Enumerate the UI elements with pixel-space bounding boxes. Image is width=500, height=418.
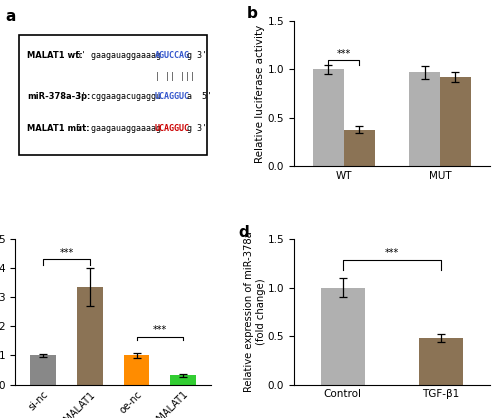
Text: ***: *** — [60, 248, 74, 258]
Text: d: d — [239, 224, 250, 240]
Bar — [320, 288, 365, 385]
Bar — [30, 355, 56, 385]
Text: MALAT1 mut:: MALAT1 mut: — [27, 124, 90, 133]
Text: miR-378a-3p:: miR-378a-3p: — [27, 92, 90, 101]
Text: ***: *** — [384, 248, 399, 258]
Bar — [19, 36, 208, 155]
Bar — [344, 130, 374, 166]
Bar — [170, 375, 196, 385]
Bar — [440, 77, 471, 166]
Bar — [124, 355, 150, 385]
Text: AGUCCAG: AGUCCAG — [154, 51, 190, 60]
Text: MALAT1 wt:: MALAT1 wt: — [27, 51, 82, 60]
Bar — [313, 69, 344, 166]
Text: | || |||: | || ||| — [155, 72, 195, 82]
Text: UCAGGUC: UCAGGUC — [154, 124, 190, 133]
Text: 3' cggaagacugaggu: 3' cggaagacugaggu — [76, 92, 161, 101]
Bar — [77, 287, 102, 385]
Text: a: a — [5, 9, 15, 24]
Text: g 3': g 3' — [186, 51, 206, 60]
Text: a  5': a 5' — [186, 92, 212, 101]
Text: 5' gaagauaggaaaag: 5' gaagauaggaaaag — [76, 51, 161, 60]
Text: g 3': g 3' — [186, 124, 206, 133]
Text: UCAGGUC: UCAGGUC — [154, 92, 190, 101]
Bar — [409, 72, 440, 166]
Bar — [419, 338, 463, 385]
Text: b: b — [246, 6, 258, 21]
Y-axis label: Relative luciferase activity: Relative luciferase activity — [254, 25, 264, 163]
Text: ***: *** — [152, 325, 167, 335]
Y-axis label: Relative expression of miR-378a
(fold change): Relative expression of miR-378a (fold ch… — [244, 232, 266, 392]
Text: 5' gaagauaggaaaag: 5' gaagauaggaaaag — [76, 124, 161, 133]
Text: ***: *** — [336, 49, 351, 59]
